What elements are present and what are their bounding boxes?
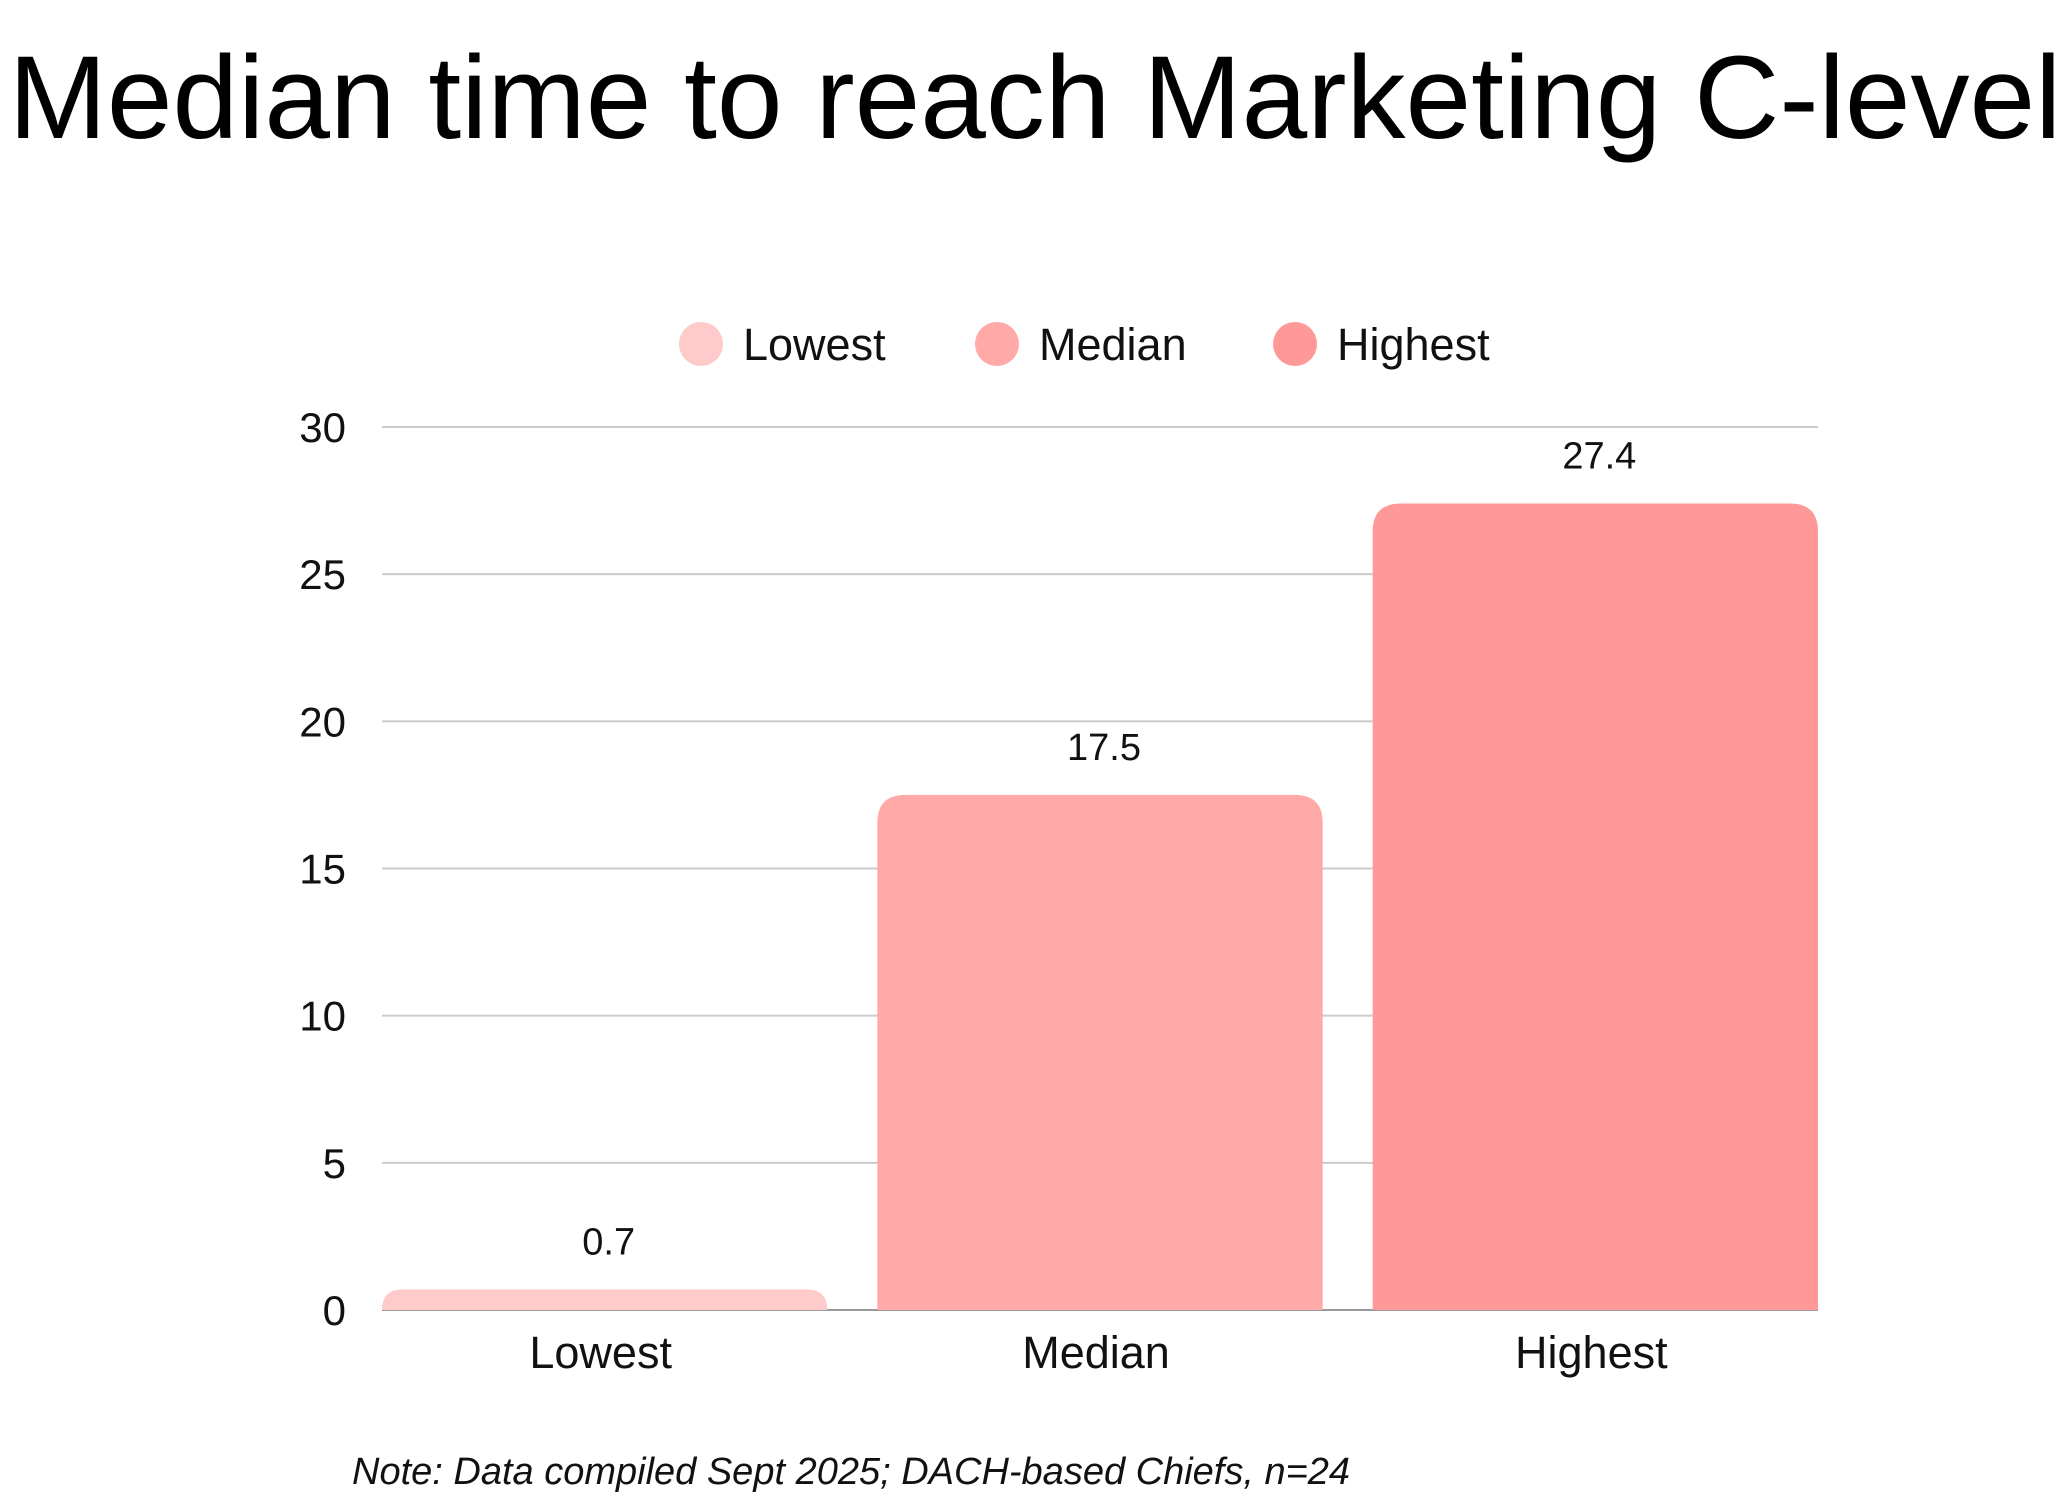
- legend-swatch: [1273, 322, 1317, 366]
- y-tick-label: 20: [299, 698, 346, 745]
- y-tick-label: 10: [299, 993, 346, 1040]
- legend-item-median: Median: [975, 319, 1187, 370]
- x-tick-label-median: Median: [1022, 1327, 1170, 1378]
- x-axis: Lowest Median Highest: [529, 1327, 1668, 1378]
- y-tick-label: 15: [299, 846, 346, 893]
- y-tick-label: 30: [299, 404, 346, 451]
- bar-median: [877, 794, 1323, 1310]
- x-tick-label-lowest: Lowest: [529, 1327, 672, 1378]
- chart-legend: Lowest Median Highest: [679, 319, 1490, 370]
- y-axis: 0 5 10 15 20 25 30: [299, 404, 346, 1334]
- legend-swatch: [975, 322, 1019, 366]
- y-tick-label: 5: [323, 1140, 346, 1187]
- legend-label: Highest: [1337, 319, 1490, 370]
- chart-note: Note: Data compiled Sept 2025; DACH-base…: [352, 1451, 1350, 1493]
- data-label-median: 17.5: [1067, 727, 1141, 769]
- bar-highest: [1372, 503, 1818, 1310]
- y-tick-label: 25: [299, 551, 346, 598]
- legend-item-highest: Highest: [1273, 319, 1490, 370]
- data-labels: 0.7 17.5 27.4: [582, 436, 1636, 1264]
- legend-label: Median: [1039, 319, 1187, 370]
- legend-item-lowest: Lowest: [679, 319, 886, 370]
- x-tick-label-highest: Highest: [1515, 1327, 1668, 1378]
- data-label-highest: 27.4: [1562, 436, 1636, 478]
- legend-swatch: [679, 322, 723, 366]
- chart-title: Median time to reach Marketing C-level: [9, 32, 2062, 164]
- bar-series: [382, 503, 1818, 1310]
- legend-label: Lowest: [743, 319, 886, 370]
- y-tick-label: 0: [323, 1287, 346, 1334]
- bar-lowest: [382, 1289, 828, 1310]
- data-label-lowest: 0.7: [582, 1221, 635, 1263]
